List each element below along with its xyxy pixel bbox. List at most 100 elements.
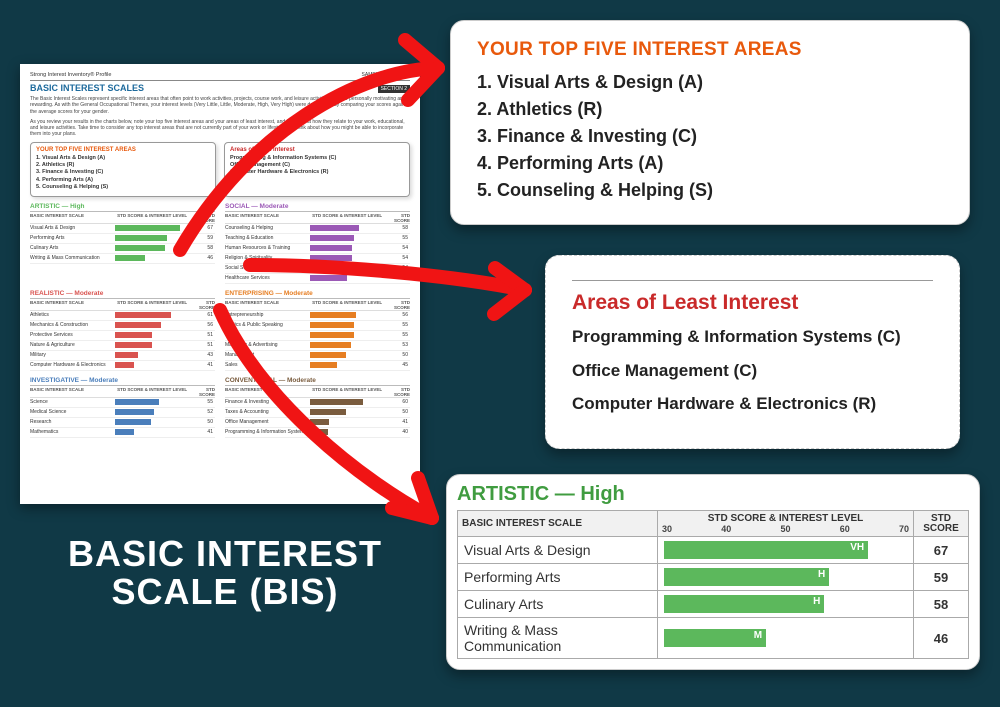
row-bar [310, 225, 384, 231]
report-intro-1: The Basic Interest Scales represent spec… [30, 96, 410, 115]
row-label: Office Management [225, 419, 310, 425]
cell-label: Performing Arts [458, 564, 658, 591]
category-row: Management50 [225, 351, 410, 361]
row-score: 61 [189, 312, 215, 318]
category-block-conventional: CONVENTIONAL — ModerateBASIC INTEREST SC… [225, 377, 410, 438]
cell-score: 59 [914, 564, 969, 591]
table-row: Performing ArtsH59 [458, 564, 969, 591]
report-category-grid: ARTISTIC — High BASIC INTEREST SCALESTD S… [30, 203, 410, 438]
category-title: CONVENTIONAL — Moderate [225, 377, 410, 386]
category-row: Performing Arts 59 [30, 234, 215, 244]
category-row: Entrepreneurship 56 [225, 311, 410, 321]
row-label: Visual Arts & Design [30, 225, 115, 231]
category-row: Social Sciences 54 [225, 264, 410, 274]
bar-level-label: VH [850, 542, 864, 553]
row-label: Writing & Mass Communication [30, 255, 115, 261]
row-label: Finance & Investing [225, 399, 310, 405]
row-label: Science [30, 399, 115, 405]
table-row: Culinary ArtsH58 [458, 591, 969, 618]
row-bar [310, 275, 384, 281]
cell-label: Writing & Mass Communication [458, 618, 658, 659]
category-column-headers: BASIC INTEREST SCALESTD SCORE & INTEREST… [225, 387, 410, 398]
cell-bar: H [658, 591, 914, 618]
category-row: Athletics61 [30, 311, 215, 321]
artistic-table: BASIC INTEREST SCALE STD SCORE & INTERES… [457, 510, 969, 659]
row-score: 54 [384, 265, 410, 271]
th-axis-label: STD SCORE & INTEREST LEVEL [658, 511, 913, 524]
row-label: Entrepreneurship [225, 312, 310, 318]
row-bar [115, 429, 189, 435]
category-row: Culinary Arts58 [30, 244, 215, 254]
row-bar [310, 362, 384, 368]
topfive-item: 4. Performing Arts (A) [477, 150, 943, 177]
cell-label: Visual Arts & Design [458, 537, 658, 564]
row-bar [115, 352, 189, 358]
category-row: Finance & Investing 60 [225, 398, 410, 408]
axis-tick: 30 [662, 524, 672, 534]
axis-tick: 70 [899, 524, 909, 534]
row-bar [310, 235, 384, 241]
report-least-item: Programming & Information Systems (C) [230, 155, 404, 162]
row-bar [115, 225, 189, 231]
row-bar [115, 255, 189, 261]
row-score: 60 [384, 399, 410, 405]
category-row: Religion & Spirituality54 [225, 254, 410, 264]
row-score: 56 [384, 312, 410, 318]
cell-score: 58 [914, 591, 969, 618]
category-column-headers: BASIC INTEREST SCALESTD SCORE & INTEREST… [225, 213, 410, 224]
row-bar [115, 332, 189, 338]
category-row: Nature & Agriculture51 [30, 341, 215, 351]
category-row: Research50 [30, 418, 215, 428]
row-score: 56 [189, 322, 215, 328]
category-title: REALISTIC — Moderate [30, 290, 215, 299]
row-bar [310, 399, 384, 405]
row-score: 67 [189, 225, 215, 231]
row-bar [115, 399, 189, 405]
row-label: Social Sciences [225, 265, 310, 271]
row-bar [310, 342, 384, 348]
row-label: Politics & Public Speaking [225, 322, 310, 328]
row-score: 59 [189, 235, 215, 241]
category-row: Mechanics & Construction56 [30, 321, 215, 331]
topfive-item: 1. Visual Arts & Design (A) [477, 69, 943, 96]
row-label: Mathematics [30, 429, 115, 435]
row-label: Teaching & Education [225, 235, 310, 241]
slide-title: BASIC INTEREST SCALE (BIS) [20, 535, 430, 611]
row-label: Military [30, 352, 115, 358]
report-top5-item: 5. Counseling & Helping (S) [36, 184, 210, 191]
category-row: Counseling & Helping58 [225, 224, 410, 234]
category-row: Mathematics41 [30, 428, 215, 438]
row-label: Performing Arts [30, 235, 115, 241]
row-label: Law [225, 332, 310, 338]
row-bar [115, 235, 189, 241]
row-label: Protective Services [30, 332, 115, 338]
category-block-enterprising: ENTERPRISING — ModerateBASIC INTEREST SC… [225, 290, 410, 371]
table-row: Writing & Mass CommunicationM46 [458, 618, 969, 659]
cell-score: 67 [914, 537, 969, 564]
row-label: Medical Science [30, 409, 115, 415]
row-label: Human Resources & Training [225, 245, 310, 251]
topfive-title: YOUR TOP FIVE INTEREST AREAS [477, 39, 943, 61]
row-bar [310, 322, 384, 328]
row-score: 46 [189, 255, 215, 261]
category-row: Programming & Information Systems40 [225, 428, 410, 438]
row-bar [115, 312, 189, 318]
report-least-item: Office Management (C) [230, 162, 404, 169]
row-score: 45 [384, 362, 410, 368]
report-section-band: SECTION 2 [378, 85, 410, 93]
report-profile-name: Strong Interest Inventory® Profile [30, 72, 111, 78]
row-bar [115, 245, 189, 251]
row-score: 51 [189, 332, 215, 338]
row-label: Management [225, 352, 310, 358]
category-title: ARTISTIC — High [30, 203, 215, 212]
category-row: Medical Science52 [30, 408, 215, 418]
category-block-realistic: REALISTIC — ModerateBASIC INTEREST SCALE… [30, 290, 215, 371]
row-score: 54 [384, 245, 410, 251]
category-column-headers: BASIC INTEREST SCALESTD SCORE & INTEREST… [30, 300, 215, 311]
least-list: Programming & Information Systems (C)Off… [572, 327, 933, 414]
row-label: Computer Hardware & Electronics [30, 362, 115, 368]
category-row: Office Management41 [225, 418, 410, 428]
th-score: STD SCORE [914, 511, 969, 537]
row-bar [310, 332, 384, 338]
category-row: Politics & Public Speaking55 [225, 321, 410, 331]
